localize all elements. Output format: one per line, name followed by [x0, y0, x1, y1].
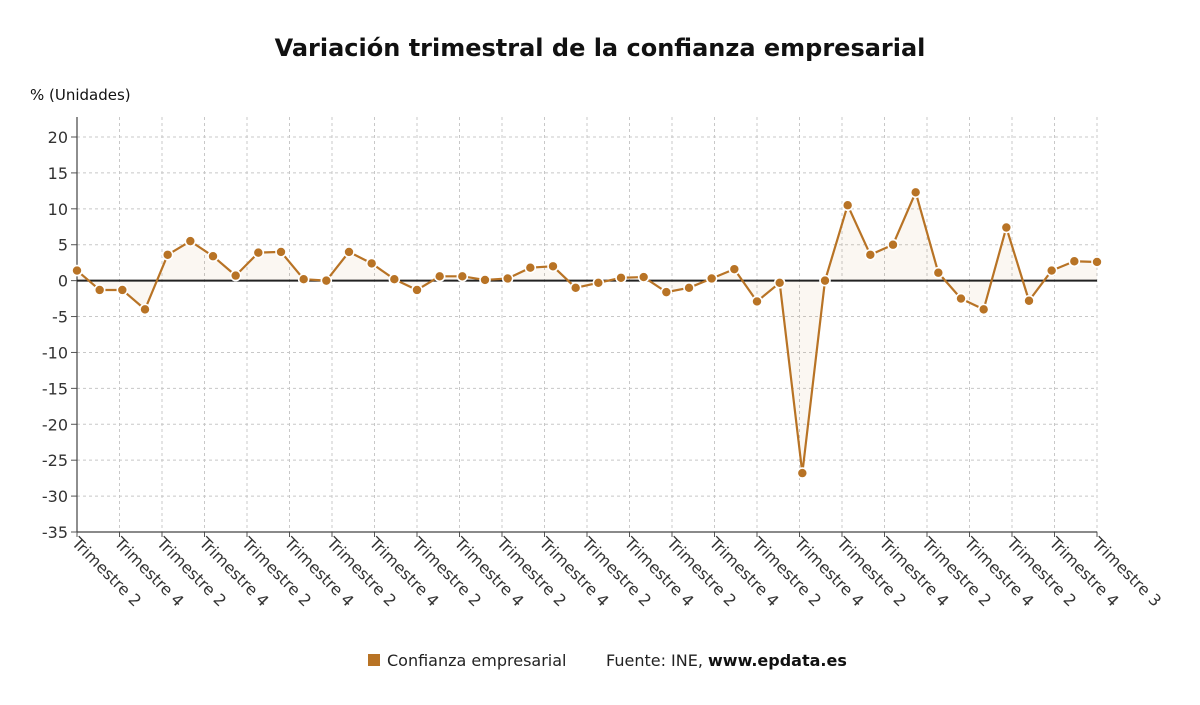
y-tick-label: -10: [42, 343, 68, 362]
y-tick-label: -15: [42, 379, 68, 398]
data-point: [1000, 221, 1013, 234]
legend-swatch: [368, 654, 380, 666]
data-point: [252, 246, 265, 259]
data-point: [388, 273, 401, 286]
data-point: [683, 282, 695, 294]
y-tick-label: -30: [42, 487, 68, 506]
y-tick-label: 5: [58, 236, 68, 255]
y-tick-label: -25: [42, 451, 68, 470]
source-link[interactable]: www.epdata.es: [708, 651, 847, 670]
data-point: [819, 274, 831, 287]
y-tick-label: 15: [48, 164, 68, 183]
data-point: [365, 257, 378, 270]
data-point: [433, 270, 446, 283]
series-points: [71, 186, 1103, 479]
grid: [76, 117, 1098, 532]
y-tick-label: -20: [42, 415, 68, 434]
y-tick-label: -5: [52, 308, 68, 327]
data-point: [207, 250, 219, 263]
data-point: [411, 284, 423, 296]
data-point: [909, 186, 922, 199]
y-tick-label: 0: [58, 272, 68, 291]
series-line: [76, 191, 1098, 475]
data-point: [864, 248, 877, 261]
data-point: [297, 273, 310, 286]
axes: [71, 117, 1098, 537]
data-point: [501, 272, 514, 285]
data-point: [977, 303, 990, 316]
legend: Confianza empresarial: [368, 651, 566, 670]
data-point: [229, 269, 242, 282]
y-tick-label: 10: [48, 200, 68, 219]
data-point: [796, 467, 809, 479]
y-axis-label: % (Unidades): [30, 86, 131, 104]
data-point: [275, 246, 287, 258]
data-point: [705, 272, 718, 285]
y-tick-label: 20: [48, 128, 68, 147]
data-point: [887, 238, 899, 251]
data-point: [93, 284, 106, 296]
data-point: [71, 264, 83, 277]
chart-title: Variación trimestral de la confianza emp…: [275, 34, 926, 62]
data-point: [116, 284, 129, 296]
data-point: [1045, 264, 1058, 277]
data-point: [955, 292, 967, 305]
y-tick-label: -35: [42, 523, 68, 542]
data-point: [728, 263, 741, 275]
area-fill: [77, 192, 1097, 474]
data-point: [184, 235, 197, 247]
data-point: [615, 271, 627, 284]
area-path: [77, 192, 1097, 474]
data-point: [1023, 294, 1035, 307]
legend-label: Confianza empresarial: [387, 651, 566, 670]
data-point: [773, 276, 786, 289]
data-point: [637, 271, 650, 283]
data-point: [932, 266, 945, 279]
data-point: [343, 246, 355, 258]
data-point: [456, 270, 469, 283]
series-line-path: [76, 191, 1098, 475]
source-note: Fuente: INE, www.epdata.es: [606, 651, 847, 670]
data-point: [139, 303, 151, 316]
data-point: [547, 260, 559, 273]
data-point: [320, 274, 333, 287]
data-point: [1068, 255, 1081, 268]
data-point: [841, 199, 854, 212]
data-point: [479, 274, 491, 286]
source-prefix: Fuente: INE,: [606, 651, 708, 670]
data-point: [592, 276, 605, 289]
data-point: [161, 248, 174, 261]
y-tick-labels: 20 15 10 5 0 -5 -10 -15 -20 -25 -30 -35: [42, 128, 68, 542]
data-point: [1091, 256, 1103, 268]
data-point: [751, 295, 763, 308]
data-point: [569, 282, 582, 294]
data-point: [660, 286, 673, 298]
data-point: [524, 261, 537, 274]
